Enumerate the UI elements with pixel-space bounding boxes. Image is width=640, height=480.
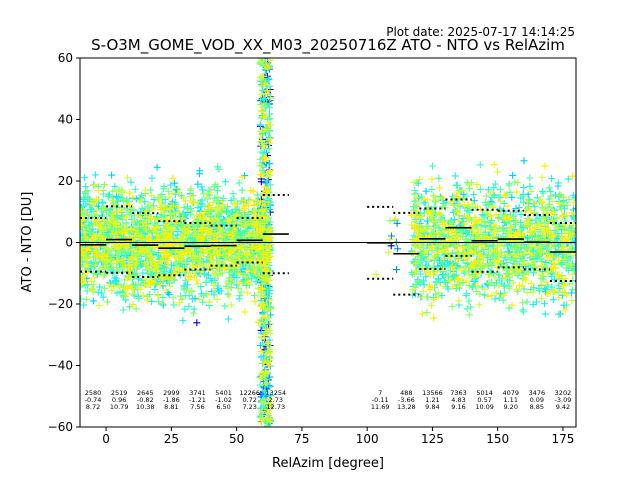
bin-count-label: 13566 [422,389,443,397]
x-axis: 0 25 50 75 100 125 150 175 [102,427,574,446]
bin-std-label: 9.42 [556,403,570,411]
bin-mean-label: 0.96 [112,396,126,404]
bin-std-label: 11.69 [371,403,390,411]
y-tick-label: 0 [65,236,73,250]
bin-mean-label: -3.09 [555,396,572,404]
bin-std-label: 9.84 [425,403,439,411]
bin-count-label: 2999 [163,389,180,397]
bin-mean-label: -3.66 [398,396,415,404]
bin-std-label: 8.72 [86,403,100,411]
x-axis-label: RelAzim [degree] [272,456,384,471]
x-tick-label: 125 [421,432,444,446]
y-axis-label: ATO - NTO [DU] [20,192,35,293]
x-tick-label: 100 [356,432,379,446]
marker-group-7 [80,58,576,426]
bin-mean-label: 0.09 [530,396,544,404]
bin-std-label: 9.16 [451,403,465,411]
bin-std-label: 8.85 [530,403,544,411]
bin-mean-label: 1.21 [425,396,439,404]
bin-count-label: 5014 [476,389,493,397]
x-tick-label: 25 [164,432,179,446]
bin-count-label: 7 [378,389,382,397]
bin-std-label: 10.09 [475,403,494,411]
y-axis: −60 −40 −20 0 20 40 60 [48,51,80,434]
x-tick-label: 175 [551,432,574,446]
x-tick-label: 75 [294,432,309,446]
y-tick-label: −20 [48,297,73,311]
bin-count-label: 2519 [111,389,128,397]
bin-count-label: 13254 [265,389,286,397]
bin-count-label: 2645 [137,389,154,397]
bin-mean-label: 2.73 [269,396,283,404]
bin-std-label: 12.73 [266,403,285,411]
bin-mean-label: 0.72 [242,396,256,404]
bin-mean-label: -0.82 [137,396,154,404]
bin-std-label: 10.38 [136,403,155,411]
bin-statistics [80,193,576,296]
x-tick-label: 0 [102,432,110,446]
bin-mean-label: -1.86 [163,396,180,404]
bin-count-label: 12266 [239,389,260,397]
y-tick-label: −60 [48,420,73,434]
bin-count-label: 488 [400,389,412,397]
bin-std-label: 8.81 [164,403,178,411]
bin-mean-label: -1.21 [189,396,206,404]
bin-count-label: 4079 [502,389,519,397]
y-tick-label: 40 [58,113,73,127]
chart-title: S-O3M_GOME_VOD_XX_M03_20250716Z ATO - NT… [91,36,565,55]
plot-date-label: Plot date: 2025-07-17 14:14:25 [386,25,575,39]
bin-mean-label: -0.11 [372,396,389,404]
bin-count-label: 2580 [85,389,102,397]
x-tick-label: 50 [229,432,244,446]
bin-std-label: 7.56 [190,403,204,411]
bin-count-label: 3202 [555,389,572,397]
bin-std-label: 7.23 [242,403,256,411]
bin-mean-label: 4.83 [451,396,465,404]
bin-count-label: 7363 [450,389,467,397]
scatter-points [80,58,576,427]
y-tick-label: −40 [48,359,73,373]
bin-mean-label: -0.74 [85,396,102,404]
bin-count-label: 5401 [215,389,232,397]
y-tick-label: 20 [58,174,73,188]
x-tick-label: 150 [486,432,509,446]
bin-mean-label: -1.02 [215,396,232,404]
bin-mean-label: 1.11 [503,396,517,404]
bin-std-label: 9.20 [503,403,517,411]
bin-std-label: 10.79 [110,403,129,411]
bin-mean-label: 0.57 [477,396,491,404]
y-tick-label: 60 [58,51,73,65]
bin-count-label: 3476 [529,389,546,397]
bin-std-label: 13.28 [397,403,416,411]
bin-std-label: 6.50 [216,403,230,411]
bin-count-label: 3741 [189,389,206,397]
